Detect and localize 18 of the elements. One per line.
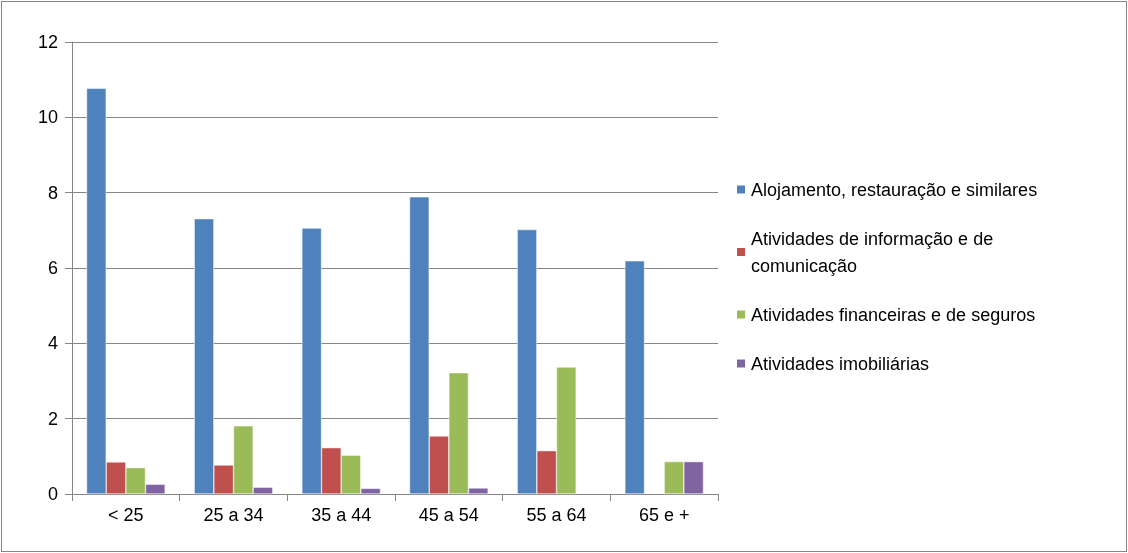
y-tick-label: 2: [47, 408, 58, 429]
legend-label: Atividades financeiras e de seguros: [751, 304, 1036, 325]
bar: [624, 260, 645, 494]
x-tick-label: < 25: [108, 505, 144, 525]
x-tick-label: 25 a 34: [203, 505, 264, 525]
y-tick-label: 8: [47, 182, 58, 203]
legend-label: Atividades imobiliárias: [751, 353, 930, 374]
legend-label: Alojamento, restauração e similares: [751, 179, 1038, 200]
legend-label: Atividades de informação e de comunicação: [751, 228, 999, 276]
x-tick-label: 65 e +: [638, 505, 690, 525]
x-tick-label: 45 a 54: [418, 505, 479, 525]
y-tick-label: 12: [37, 32, 58, 52]
y-tick-label: 4: [47, 333, 58, 354]
x-tick-label: 35 a 44: [311, 505, 372, 525]
x-tick-label: 55 a 64: [526, 505, 587, 525]
y-tick-label: 0: [47, 484, 58, 504]
y-tick-label: 6: [47, 258, 58, 278]
y-tick-label: 10: [37, 107, 58, 128]
